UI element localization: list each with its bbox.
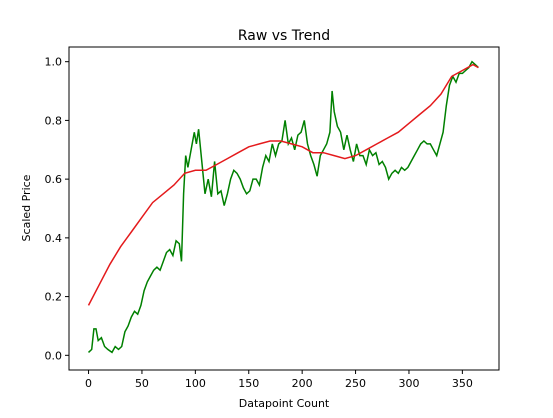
- line: [87, 63, 479, 306]
- y-tick-label: 0.4: [45, 232, 63, 245]
- y-tick-label: 0.8: [45, 114, 63, 127]
- x-tick-label: 200: [292, 377, 313, 390]
- y-tick-label: 0.0: [45, 349, 63, 362]
- line: [87, 60, 479, 354]
- plot-frame: [68, 46, 500, 371]
- y-tick-label: 1.0: [45, 56, 63, 69]
- x-tick-label: 100: [185, 377, 206, 390]
- x-axis-label: Datapoint Count: [239, 397, 330, 410]
- y-axis-label: Scaled Price: [20, 174, 33, 241]
- x-tick-label: 0: [85, 377, 92, 390]
- x-tick-label: 300: [398, 377, 419, 390]
- y-tick-label: 0.2: [45, 291, 63, 304]
- chart-title: Raw vs Trend: [238, 28, 330, 44]
- y-tick-label: 0.6: [45, 173, 63, 186]
- x-tick-label: 50: [135, 377, 149, 390]
- x-tick-label: 350: [452, 377, 473, 390]
- x-tick-label: 250: [345, 377, 366, 390]
- x-tick-label: 150: [238, 377, 259, 390]
